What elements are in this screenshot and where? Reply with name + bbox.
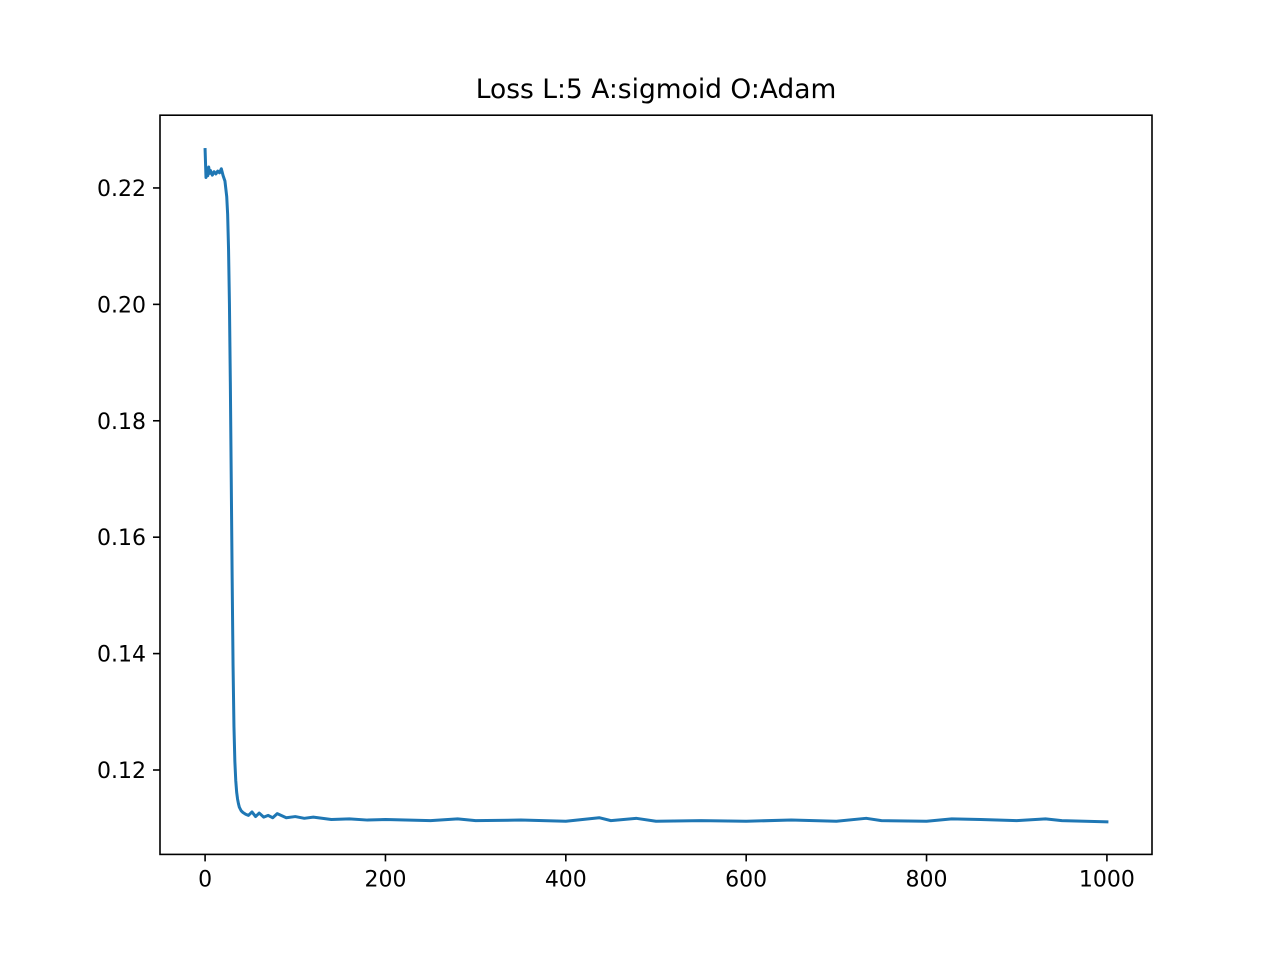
y-tick-label: 0.16 bbox=[97, 526, 146, 551]
x-tick-label: 200 bbox=[364, 867, 406, 892]
chart-title: Loss L:5 A:sigmoid O:Adam bbox=[476, 74, 837, 105]
y-axis: 0.12 0.14 0.16 0.18 0.20 0.22 bbox=[97, 177, 160, 784]
y-tick-label: 0.14 bbox=[97, 643, 146, 668]
plot-area bbox=[160, 115, 1152, 855]
x-tick-label: 0 bbox=[198, 867, 212, 892]
y-tick-label: 0.20 bbox=[97, 293, 146, 318]
x-tick-label: 1000 bbox=[1079, 867, 1135, 892]
y-tick-label: 0.18 bbox=[97, 410, 146, 435]
loss-series-line bbox=[203, 147, 1109, 824]
x-tick-label: 600 bbox=[725, 867, 767, 892]
y-tick-label: 0.22 bbox=[97, 177, 146, 202]
y-tick-label: 0.12 bbox=[97, 759, 146, 784]
plot-frame bbox=[159, 114, 1153, 856]
x-tick-label: 800 bbox=[906, 867, 948, 892]
x-axis: 0 200 400 600 800 1000 bbox=[198, 854, 1135, 892]
x-tick-label: 400 bbox=[545, 867, 587, 892]
